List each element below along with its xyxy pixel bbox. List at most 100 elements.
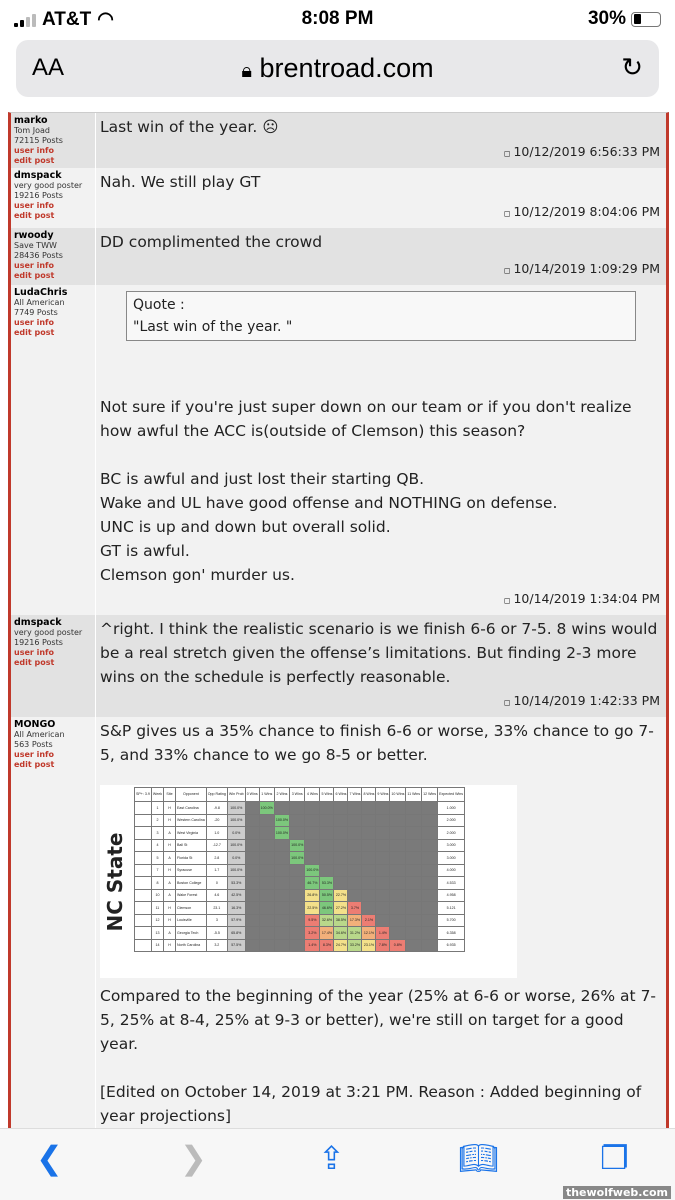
forward-icon[interactable]: ❯: [180, 1139, 207, 1177]
empty-cell: [375, 813, 391, 827]
column-header: Win Prob: [226, 787, 246, 802]
empty-cell: [389, 838, 407, 852]
username[interactable]: MONGO: [14, 719, 56, 730]
empty-cell: [273, 938, 291, 952]
text-size-button[interactable]: AA: [32, 54, 65, 81]
expected-wins: 2.000: [437, 813, 466, 827]
empty-cell: [347, 801, 363, 815]
empty-cell: [405, 901, 423, 915]
back-icon[interactable]: ❮: [36, 1139, 63, 1177]
empty-cell: [289, 926, 306, 940]
edit-post-link[interactable]: edit post: [14, 156, 55, 165]
column-header: 9 Wins: [375, 787, 391, 802]
user-info-link[interactable]: user info: [14, 318, 55, 327]
user-info-link[interactable]: user info: [14, 750, 55, 759]
post-text: DD complimented the crowd: [100, 233, 323, 251]
empty-cell: [361, 813, 377, 827]
expected-wins: 6.935: [437, 938, 466, 952]
win-total-prob: 3.2%: [304, 926, 321, 940]
week: 11: [150, 901, 165, 915]
bookmarks-icon[interactable]: 📖︎: [458, 1139, 499, 1177]
post-link-icon[interactable]: ◻: [503, 209, 511, 218]
empty-cell: [333, 851, 349, 865]
post-link-icon[interactable]: ◻: [503, 149, 511, 158]
wifi-icon: ◠: [97, 9, 114, 30]
empty-cell: [258, 838, 275, 852]
username[interactable]: rwoody: [14, 230, 54, 241]
post: dmspack very good poster 19216 Posts use…: [11, 168, 666, 228]
opponent: Western Carolina: [175, 813, 207, 827]
opp-rating: -20: [205, 813, 228, 827]
post-date: 10/14/2019 1:34:04 PM: [513, 591, 660, 606]
empty-cell: [389, 826, 407, 840]
win-prob: 0.0%: [226, 826, 246, 840]
expected-wins: 4.958: [437, 888, 466, 902]
opponent: Syracuse: [175, 863, 207, 877]
win-total-prob: 27.2%: [333, 901, 349, 915]
thread: marko Tom Joad 72115 Posts user info edi…: [8, 112, 669, 1128]
empty-cell: [361, 801, 377, 815]
empty-cell: [405, 813, 423, 827]
empty-cell: [319, 851, 335, 865]
column-header: 12 Wins: [421, 787, 439, 802]
empty-cell: [421, 851, 439, 865]
site: A: [163, 926, 177, 940]
username[interactable]: LudaChris: [14, 287, 68, 298]
week: 12: [150, 913, 165, 927]
empty-cell: [304, 838, 321, 852]
empty-cell: [347, 826, 363, 840]
address-bar[interactable]: AA 🔒︎ brentroad.com ↻: [16, 40, 659, 97]
table-row: 5 A Florida St 2.8 0.0% 100.0% 3.000: [134, 851, 466, 865]
post-date: 10/14/2019 1:42:33 PM: [513, 693, 660, 708]
user-info-link[interactable]: user info: [14, 146, 55, 155]
username[interactable]: dmspack: [14, 617, 62, 628]
win-total-prob: 53.3%: [319, 876, 335, 890]
edit-post-link[interactable]: edit post: [14, 760, 55, 769]
empty-cell: [289, 863, 306, 877]
post-text: Not sure if you're just super down on ou…: [100, 398, 632, 440]
reload-icon[interactable]: ↻: [621, 52, 643, 82]
username[interactable]: marko: [14, 115, 48, 126]
post-count: 19216 Posts: [14, 191, 63, 200]
post-author-info: rwoody Save TWW 28436 Posts user info ed…: [11, 228, 95, 285]
team-label: NC State: [103, 832, 127, 931]
win-prob: 100.0%: [226, 813, 246, 827]
empty-cell: [405, 851, 423, 865]
site: A: [163, 826, 177, 840]
empty-cell: [289, 801, 306, 815]
post-timestamp: ◻ 10/14/2019 1:09:29 PM: [100, 257, 662, 279]
post-body: Nah. We still play GT ◻ 10/12/2019 8:04:06…: [95, 168, 666, 228]
post-link-icon[interactable]: ◻: [503, 266, 511, 275]
username[interactable]: dmspack: [14, 170, 62, 181]
empty-cell: [421, 801, 439, 815]
user-info-link[interactable]: user info: [14, 261, 55, 270]
user-info-link[interactable]: user info: [14, 201, 55, 210]
expected-wins: 3.000: [437, 851, 466, 865]
share-icon[interactable]: ⇪: [318, 1139, 345, 1177]
empty-cell: [389, 888, 407, 902]
empty-cell: [244, 801, 260, 815]
win-total-prob: 46.6%: [319, 901, 335, 915]
empty-cell: [375, 888, 391, 902]
week: 4: [150, 838, 165, 852]
edit-post-link[interactable]: edit post: [14, 328, 55, 337]
empty-cell: [319, 838, 335, 852]
post-link-icon[interactable]: ◻: [503, 596, 511, 605]
edit-post-link[interactable]: edit post: [14, 271, 55, 280]
expected-wins: 1.000: [437, 801, 466, 815]
empty-cell: [347, 888, 363, 902]
tabs-icon[interactable]: ❐: [600, 1139, 629, 1177]
empty-cell: [333, 826, 349, 840]
win-prob: 57.9%: [226, 913, 246, 927]
carrier: AT&T ◠: [14, 8, 114, 31]
post-link-icon[interactable]: ◻: [503, 698, 511, 707]
url-domain[interactable]: brentroad.com: [259, 53, 434, 83]
expected-wins: 2.000: [437, 826, 466, 840]
win-total-prob: 100.0%: [289, 838, 306, 852]
column-header: 5 Wins: [319, 787, 335, 802]
table-row: 11 H Clemson 23.1 16.3% 22.5% 46.6% 27.2% 3.7% 5.…: [134, 901, 466, 915]
edit-post-link[interactable]: edit post: [14, 658, 55, 667]
user-info-link[interactable]: user info: [14, 648, 55, 657]
empty-cell: [405, 926, 423, 940]
edit-post-link[interactable]: edit post: [14, 211, 55, 220]
